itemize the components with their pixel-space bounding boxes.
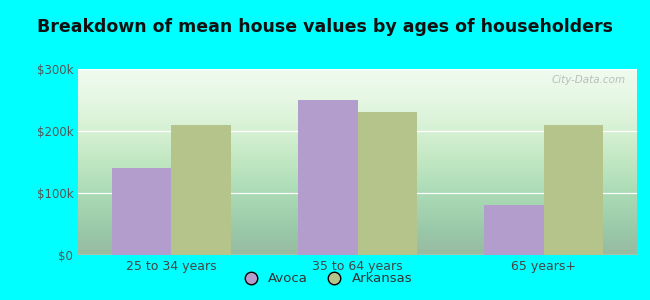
Bar	[358, 112, 417, 255]
Text: Breakdown of mean house values by ages of householders: Breakdown of mean house values by ages o…	[37, 18, 613, 36]
Text: City-Data.com: City-Data.com	[552, 75, 626, 85]
Bar	[171, 125, 231, 255]
Legend: Avoca, Arkansas: Avoca, Arkansas	[233, 267, 417, 290]
Bar	[484, 206, 544, 255]
Bar	[298, 100, 358, 255]
Bar	[544, 125, 603, 255]
Bar	[112, 168, 171, 255]
